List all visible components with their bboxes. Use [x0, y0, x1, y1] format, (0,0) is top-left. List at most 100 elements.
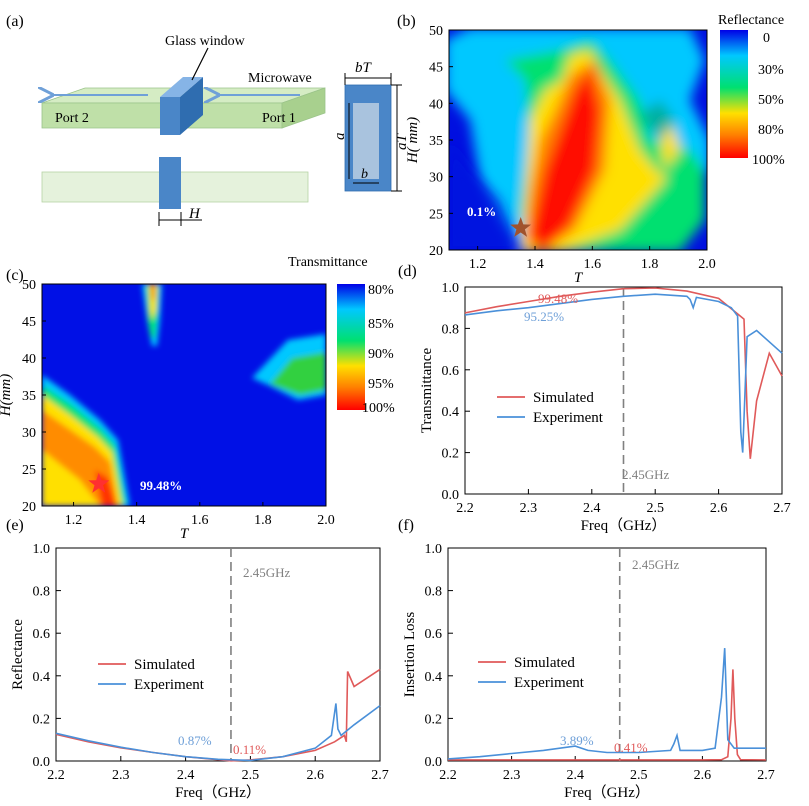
b-ytick-label: 35	[429, 134, 443, 149]
b-xtick-label: 2.0	[698, 257, 716, 272]
panel-a-label: (a)	[6, 13, 24, 30]
dim-b-label: b	[361, 167, 368, 182]
glass-window-side	[180, 77, 203, 135]
port1-label: Port 1	[262, 111, 296, 126]
b-xtick-label: 1.6	[584, 257, 602, 272]
heatmap-c-spike-yellow	[149, 284, 157, 320]
colorbar-c	[337, 284, 365, 410]
colorbar-c-label-3: 95%	[368, 377, 394, 392]
b-ylabel: H( mm)	[405, 117, 421, 164]
d-xlabel: Freq（GHz）	[581, 517, 667, 534]
b-xtick-label: 1.4	[526, 257, 544, 272]
c-star-marker	[88, 472, 110, 493]
panel-b-label: (b)	[397, 13, 416, 30]
f-xtick-label: 2.6	[694, 768, 712, 783]
e-annotation: 2.45GHz	[243, 565, 291, 580]
glass-window-pointer	[191, 47, 209, 81]
e-xtick-label: 2.2	[47, 768, 65, 783]
d-ytick-label: 0.2	[442, 447, 460, 462]
d-xtick-label: 2.7	[773, 501, 791, 516]
dim-at-label: aT	[394, 133, 410, 151]
e-annotation: 0.87%	[178, 733, 212, 748]
f-ytick-label: 1.0	[425, 542, 443, 557]
d-annotation: 2.45GHz	[622, 467, 670, 482]
f-xtick-label: 2.4	[566, 768, 584, 783]
b-ytick-label: 45	[429, 61, 443, 76]
c-xlabel: T	[180, 526, 190, 542]
c-ytick-label: 45	[22, 315, 36, 330]
glass-window-top	[160, 77, 203, 97]
e-xtick-label: 2.4	[177, 768, 195, 783]
colorbar-c-title: Transmittance	[288, 255, 368, 270]
f-ytick-label: 0.2	[425, 712, 443, 727]
panel-c: (c) 1.2 1.4 1.6 1.8 2.020253035404550TH(mm) …	[0, 255, 395, 542]
c-ytick-label: 35	[22, 389, 36, 404]
colorbar-c-label-2: 90%	[368, 347, 394, 362]
panel-c-label: (c)	[6, 267, 24, 284]
f-xtick-label: 2.3	[503, 768, 521, 783]
f-xlabel: Freq（GHz）	[564, 784, 650, 801]
c-ytick-label: 20	[22, 500, 36, 515]
glass-window-label: Glass window	[165, 34, 246, 49]
f-ylabel: Insertion Loss	[402, 612, 418, 698]
f-ytick-label: 0.4	[425, 670, 443, 685]
dim-bt-label: bT	[355, 60, 373, 76]
f-annotation: 0.41%	[614, 740, 648, 755]
d-annotation: 95.25%	[524, 309, 564, 324]
dim-a-label: a	[332, 133, 348, 141]
panel-f-label: (f)	[398, 517, 414, 534]
colorbar-b-label-4: 100%	[752, 153, 785, 168]
panel-e-label: (e)	[6, 517, 24, 534]
b-xtick-label: 1.2	[469, 257, 487, 272]
d-legend-label: Experiment	[533, 410, 604, 426]
c-xtick-label: 1.4	[128, 513, 146, 528]
glass-window-front	[160, 97, 180, 135]
f-annotation: 3.89%	[560, 733, 594, 748]
heatmap-b-annotation: 0.1%	[467, 204, 496, 219]
d-legend-label: Simulated	[533, 390, 594, 406]
d-ytick-label: 1.0	[442, 281, 460, 296]
e-ytick-label: 0.8	[33, 585, 51, 600]
heatmap-b-teal	[640, 100, 675, 140]
e-xlabel: Freq（GHz）	[175, 784, 261, 801]
e-xtick-label: 2.5	[242, 768, 260, 783]
glass-window-side-view	[159, 157, 181, 209]
f-series-simulated	[448, 669, 767, 761]
e-ytick-label: 0.6	[33, 627, 51, 642]
e-xtick-label: 2.3	[112, 768, 130, 783]
f-xtick-label: 2.7	[757, 768, 775, 783]
c-ytick-label: 25	[22, 463, 36, 478]
b-ytick-label: 40	[429, 97, 443, 112]
d-ylabel: Transmittance	[419, 348, 435, 434]
panel-d: 2.2 2.3 2.4 2.5 2.6 2.7 0.0 0.2 0.4 0.6 0.8 1.0 Freq…	[419, 281, 791, 534]
b-star-marker	[510, 217, 532, 237]
e-ytick-label: 1.0	[33, 542, 51, 557]
c-xtick-label: 1.6	[191, 513, 209, 528]
d-xtick-label: 2.5	[646, 501, 664, 516]
panel-f: 2.2 2.3 2.4 2.5 2.6 2.7 0.0 0.2 0.4 0.6 0.8 1.0 Freq…	[402, 542, 775, 801]
heatmap-b-blue-corner	[449, 140, 520, 250]
d-ytick-label: 0.0	[442, 488, 460, 503]
colorbar-b-label-0: 0	[763, 31, 770, 46]
colorbar-c-label-1: 85%	[368, 317, 394, 332]
f-ytick-label: 0.0	[425, 755, 443, 770]
f-ytick-label: 0.8	[425, 585, 443, 600]
panel-d-label: (d)	[398, 263, 417, 280]
panel-e: 2.2 2.3 2.4 2.5 2.6 2.7 0.0 0.2 0.4 0.6 0.8 1.0 Freq…	[10, 542, 389, 801]
colorbar-c-label-4: 100%	[362, 401, 395, 416]
c-xtick-label: 1.2	[65, 513, 83, 528]
e-legend-label: Simulated	[134, 657, 195, 673]
b-ytick-label: 50	[429, 24, 443, 39]
heatmap-c	[42, 284, 326, 506]
e-series-experiment	[55, 703, 381, 762]
e-xtick-label: 2.7	[371, 768, 389, 783]
colorbar-b-label-1: 30%	[758, 63, 784, 78]
f-legend-label: Experiment	[514, 675, 585, 691]
f-xtick-label: 2.5	[630, 768, 648, 783]
d-xtick-label: 2.3	[520, 501, 538, 516]
d-series-simulated	[464, 287, 783, 459]
panel-b: (b) 1.2 1.4 1.6 1.8 2.0 20 25 30 35 40 45 50 T H( mm)…	[397, 13, 785, 286]
c-ytick-label: 30	[22, 426, 36, 441]
b-xtick-label: 1.8	[641, 257, 659, 272]
d-annotation: 99.48%	[538, 291, 578, 306]
